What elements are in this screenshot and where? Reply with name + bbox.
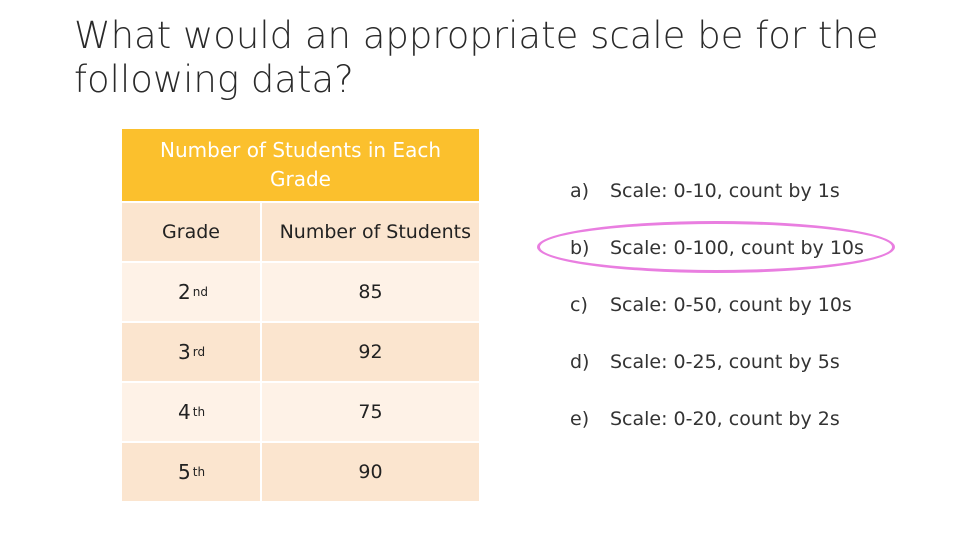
option-c[interactable]: c) Scale: 0-50, count by 10s xyxy=(570,276,864,333)
column-header-grade: Grade xyxy=(122,203,262,261)
option-e[interactable]: e) Scale: 0-20, count by 2s xyxy=(570,390,864,447)
student-count-cell: 90 xyxy=(358,461,383,483)
grade-ordinal: nd xyxy=(192,285,208,299)
option-letter: d) xyxy=(570,350,590,373)
grade-ordinal: rd xyxy=(192,345,206,359)
option-letter: a) xyxy=(570,179,590,202)
grade-ordinal: th xyxy=(192,465,206,479)
option-text: Scale: 0-100, count by 10s xyxy=(610,236,864,259)
table-caption: Number of Students in Each Grade xyxy=(122,129,479,203)
student-count-cell: 75 xyxy=(358,401,383,423)
option-text: Scale: 0-20, count by 2s xyxy=(610,407,840,430)
option-letter: c) xyxy=(570,293,588,316)
student-count-cell: 85 xyxy=(358,281,383,303)
students-table: Number of Students in Each Grade Grade N… xyxy=(122,129,479,501)
slide-title: What would an appropriate scale be for t… xyxy=(74,14,879,101)
table-header-row: Grade Number of Students xyxy=(122,203,479,263)
grade-number: 5 xyxy=(178,460,191,484)
option-text: Scale: 0-50, count by 10s xyxy=(610,293,852,316)
grade-number: 3 xyxy=(178,340,191,364)
answer-options: a) Scale: 0-10, count by 1s b) Scale: 0-… xyxy=(537,162,895,447)
student-count-cell: 92 xyxy=(358,341,383,363)
option-a[interactable]: a) Scale: 0-10, count by 1s xyxy=(570,162,864,219)
option-d[interactable]: d) Scale: 0-25, count by 5s xyxy=(570,333,864,390)
grade-number: 4 xyxy=(178,400,191,424)
option-b[interactable]: b) Scale: 0-100, count by 10s xyxy=(537,219,895,276)
option-text: Scale: 0-25, count by 5s xyxy=(610,350,840,373)
option-letter: e) xyxy=(570,407,590,430)
option-text: Scale: 0-10, count by 1s xyxy=(610,179,840,202)
option-letter: b) xyxy=(570,236,590,259)
grade-number: 2 xyxy=(178,280,191,304)
column-header-count: Number of Students xyxy=(279,221,471,243)
grade-ordinal: th xyxy=(192,405,206,419)
